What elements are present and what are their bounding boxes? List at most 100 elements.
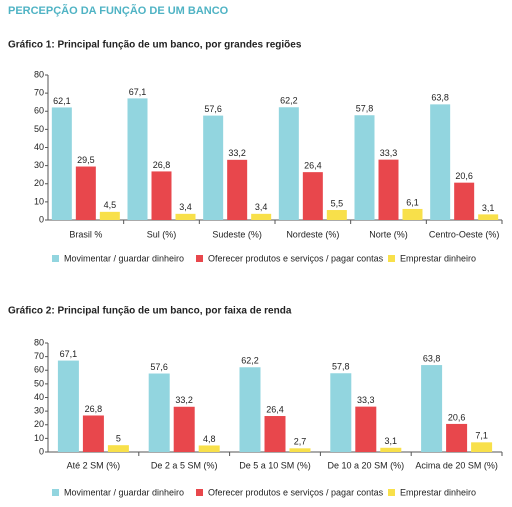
x-tick-label: Centro-Oeste (%) — [429, 229, 500, 239]
x-tick-label: De 2 a 5 SM (%) — [151, 460, 218, 470]
bar — [107, 445, 129, 452]
value-label: 20,6 — [455, 171, 473, 181]
legend-swatch — [388, 489, 395, 496]
bar — [51, 107, 72, 220]
value-label: 62,2 — [280, 96, 298, 106]
value-label: 57,6 — [150, 362, 168, 372]
value-label: 20,6 — [448, 412, 466, 422]
bar — [326, 210, 347, 220]
bar — [99, 211, 120, 220]
bar — [251, 213, 272, 220]
y-tick-label: 50 — [34, 124, 44, 134]
chart-title: Gráfico 1: Principal função de um banco,… — [8, 40, 302, 51]
legend-label: Oferecer produtos e serviços / pagar con… — [208, 253, 384, 263]
value-label: 29,5 — [77, 155, 95, 165]
legend-label: Movimentar / guardar dinheiro — [64, 253, 184, 263]
value-label: 26,4 — [304, 161, 322, 171]
bar — [354, 115, 375, 220]
bar — [264, 416, 286, 452]
value-label: 62,1 — [53, 96, 71, 106]
bar — [355, 406, 377, 452]
y-tick-label: 30 — [34, 160, 44, 170]
value-label: 3,4 — [255, 202, 268, 212]
value-label: 26,8 — [85, 404, 103, 414]
y-tick-label: 40 — [34, 392, 44, 402]
y-tick-label: 80 — [34, 337, 44, 347]
bar — [198, 445, 220, 452]
y-tick-label: 0 — [39, 214, 44, 224]
legend-label: Movimentar / guardar dinheiro — [64, 487, 184, 497]
value-label: 33,3 — [357, 395, 375, 405]
page-title: PERCEPÇÃO DA FUNÇÃO DE UM BANCO — [8, 4, 229, 17]
legend-swatch — [388, 255, 395, 262]
bar — [380, 447, 402, 452]
value-label: 33,2 — [228, 148, 246, 158]
bar — [278, 107, 299, 220]
value-label: 57,8 — [356, 104, 374, 114]
y-tick-label: 80 — [34, 69, 44, 79]
bar — [302, 172, 323, 220]
value-label: 6,1 — [406, 197, 419, 207]
legend-swatch — [52, 489, 59, 496]
y-tick-label: 30 — [34, 406, 44, 416]
value-label: 57,6 — [204, 104, 222, 114]
bar — [330, 373, 352, 452]
legend-swatch — [196, 255, 203, 262]
bar — [454, 182, 475, 220]
value-label: 33,2 — [175, 395, 193, 405]
x-tick-label: De 5 a 10 SM (%) — [239, 460, 311, 470]
value-label: 2,7 — [294, 437, 307, 447]
x-tick-label: Nordeste (%) — [286, 229, 339, 239]
value-label: 4,8 — [203, 434, 216, 444]
bar — [175, 213, 196, 220]
bar — [239, 367, 261, 452]
y-tick-label: 60 — [34, 365, 44, 375]
value-label: 63,8 — [423, 353, 441, 363]
bar — [289, 448, 311, 452]
legend-label: Emprestar dinheiro — [400, 253, 476, 263]
value-label: 5,5 — [331, 198, 344, 208]
y-tick-label: 20 — [34, 178, 44, 188]
y-tick-label: 60 — [34, 106, 44, 116]
y-tick-label: 0 — [39, 446, 44, 456]
value-label: 62,2 — [241, 356, 259, 366]
bar — [446, 423, 468, 452]
y-tick-label: 70 — [34, 351, 44, 361]
bar — [148, 373, 170, 452]
y-tick-label: 50 — [34, 378, 44, 388]
y-tick-label: 20 — [34, 419, 44, 429]
x-tick-label: Sul (%) — [147, 229, 177, 239]
bar — [227, 159, 248, 220]
chart-title: Gráfico 2: Principal função de um banco,… — [8, 306, 292, 317]
x-tick-label: Brasil % — [69, 229, 102, 239]
bar — [430, 104, 451, 220]
value-label: 3,1 — [385, 436, 398, 446]
value-label: 7,1 — [475, 431, 488, 441]
x-tick-label: De 10 a 20 SM (%) — [328, 460, 405, 470]
value-label: 57,8 — [332, 362, 350, 372]
bar — [471, 442, 493, 452]
legend-swatch — [196, 489, 203, 496]
bar — [203, 115, 224, 220]
bar — [421, 365, 443, 452]
legend-label: Oferecer produtos e serviços / pagar con… — [208, 487, 384, 497]
value-label: 4,5 — [104, 200, 117, 210]
legend-swatch — [52, 255, 59, 262]
bar — [402, 208, 423, 220]
bar — [75, 166, 96, 220]
value-label: 33,3 — [380, 148, 398, 158]
x-tick-label: Acima de 20 SM (%) — [415, 460, 498, 470]
y-tick-label: 70 — [34, 88, 44, 98]
value-label: 26,8 — [153, 160, 171, 170]
bar — [173, 406, 195, 452]
x-tick-label: Norte (%) — [369, 229, 408, 239]
bar — [378, 159, 399, 220]
value-label: 5 — [116, 434, 121, 444]
x-tick-label: Até 2 SM (%) — [67, 460, 121, 470]
bar — [57, 360, 79, 452]
x-tick-label: Sudeste (%) — [212, 229, 262, 239]
legend-label: Emprestar dinheiro — [400, 487, 476, 497]
value-label: 67,1 — [60, 349, 78, 359]
value-label: 63,8 — [431, 93, 449, 103]
